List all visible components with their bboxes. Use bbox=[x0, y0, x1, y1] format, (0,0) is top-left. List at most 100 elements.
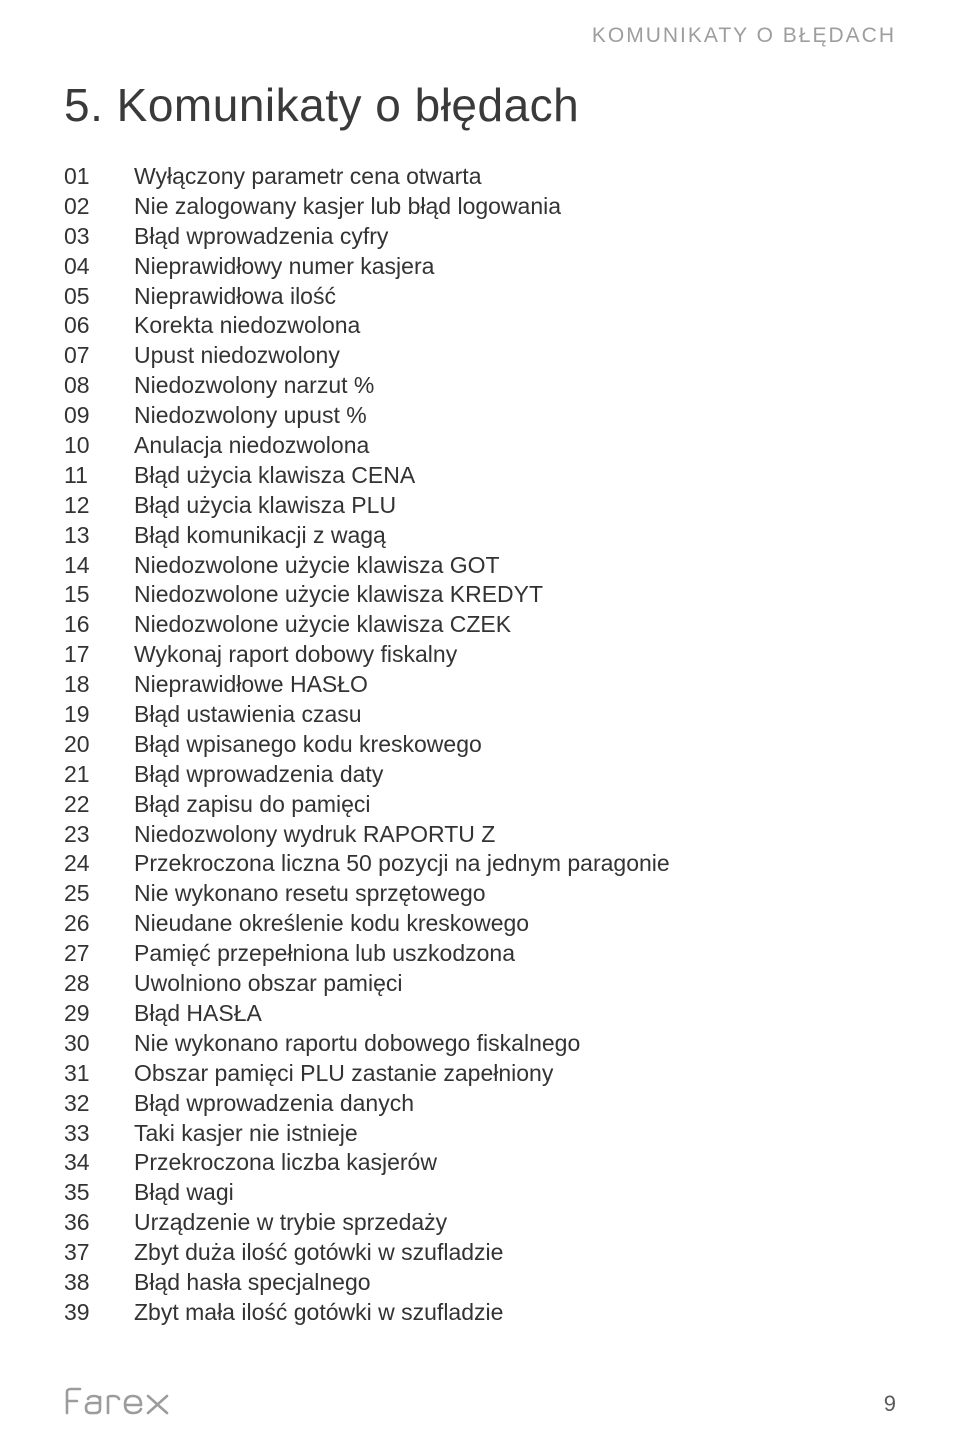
error-text: Anulacja niedozwolona bbox=[134, 431, 896, 461]
error-code: 15 bbox=[64, 580, 100, 610]
error-row: 05Nieprawidłowa ilość bbox=[64, 282, 896, 312]
error-code: 03 bbox=[64, 222, 100, 252]
error-code: 13 bbox=[64, 521, 100, 551]
page-number: 9 bbox=[884, 1391, 896, 1417]
error-text: Uwolniono obszar pamięci bbox=[134, 969, 896, 999]
error-row: 16 Niedozwolone użycie klawisza CZEK bbox=[64, 610, 896, 640]
error-row: 14 Niedozwolone użycie klawisza GOT bbox=[64, 551, 896, 581]
error-text: Nie wykonano raportu dobowego fiskalnego bbox=[134, 1029, 896, 1059]
error-text: Nieudane określenie kodu kreskowego bbox=[134, 909, 896, 939]
error-row: 29 Błąd HASŁA bbox=[64, 999, 896, 1029]
error-text: Nieprawidłowa ilość bbox=[134, 282, 896, 312]
error-row: 17 Wykonaj raport dobowy fiskalny bbox=[64, 640, 896, 670]
error-code: 30 bbox=[64, 1029, 100, 1059]
error-text: Niedozwolone użycie klawisza GOT bbox=[134, 551, 896, 581]
error-text: Niedozwolony wydruk RAPORTU Z bbox=[134, 820, 896, 850]
error-code: 11 bbox=[64, 461, 100, 491]
error-code: 04 bbox=[64, 252, 100, 282]
error-list: 01 Wyłączony parametr cena otwarta 02 Nie z… bbox=[64, 162, 896, 1328]
error-code: 31 bbox=[64, 1059, 100, 1089]
error-row: 04 Nieprawidłowy numer kasjera bbox=[64, 252, 896, 282]
error-text: Zbyt mała ilość gotówki w szufladzie bbox=[134, 1298, 896, 1328]
error-text: Przekroczona liczba kasjerów bbox=[134, 1148, 896, 1178]
error-text: Nieprawidłowy numer kasjera bbox=[134, 252, 896, 282]
error-text: Urządzenie w trybie sprzedaży bbox=[134, 1208, 896, 1238]
error-row: 02 Nie zalogowany kasjer lub błąd logowan… bbox=[64, 192, 896, 222]
error-code: 02 bbox=[64, 192, 100, 222]
error-text: Błąd HASŁA bbox=[134, 999, 896, 1029]
error-code: 29 bbox=[64, 999, 100, 1029]
error-row: 30 Nie wykonano raportu dobowego fiskalne… bbox=[64, 1029, 896, 1059]
error-code: 08 bbox=[64, 371, 100, 401]
error-code: 19 bbox=[64, 700, 100, 730]
error-code: 20 bbox=[64, 730, 100, 760]
error-row: 09Niedozwolony upust % bbox=[64, 401, 896, 431]
error-code: 09 bbox=[64, 401, 100, 431]
error-text: Błąd użycia klawisza PLU bbox=[134, 491, 896, 521]
error-text: Błąd komunikacji z wagą bbox=[134, 521, 896, 551]
error-text: Przekroczona liczna 50 pozycji na jednym… bbox=[134, 849, 896, 879]
error-code: 07 bbox=[64, 341, 100, 371]
error-row: 38Błąd hasła specjalnego bbox=[64, 1268, 896, 1298]
error-code: 28 bbox=[64, 969, 100, 999]
error-text: Pamięć przepełniona lub uszkodzona bbox=[134, 939, 896, 969]
error-text: Nie zalogowany kasjer lub błąd logowania bbox=[134, 192, 896, 222]
error-row: 06Korekta niedozwolona bbox=[64, 311, 896, 341]
error-text: Nieprawidłowe HASŁO bbox=[134, 670, 896, 700]
error-code: 34 bbox=[64, 1148, 100, 1178]
error-row: 03 Błąd wprowadzenia cyfry bbox=[64, 222, 896, 252]
page: KOMUNIKATY O BŁĘDACH 5. Komunikaty o błę… bbox=[0, 0, 960, 1451]
error-code: 14 bbox=[64, 551, 100, 581]
error-text: Wyłączony parametr cena otwarta bbox=[134, 162, 896, 192]
error-row: 18 Nieprawidłowe HASŁO bbox=[64, 670, 896, 700]
error-code: 21 bbox=[64, 760, 100, 790]
error-row: 24Przekroczona liczna 50 pozycji na jedn… bbox=[64, 849, 896, 879]
error-row: 07Upust niedozwolony bbox=[64, 341, 896, 371]
error-row: 20 Błąd wpisanego kodu kreskowego bbox=[64, 730, 896, 760]
error-text: Obszar pamięci PLU zastanie zapełniony bbox=[134, 1059, 896, 1089]
error-code: 16 bbox=[64, 610, 100, 640]
error-code: 10 bbox=[64, 431, 100, 461]
error-text: Błąd wprowadzenia cyfry bbox=[134, 222, 896, 252]
error-row: 19 Błąd ustawienia czasu bbox=[64, 700, 896, 730]
error-row: 25 Nie wykonano resetu sprzętowego bbox=[64, 879, 896, 909]
error-code: 17 bbox=[64, 640, 100, 670]
error-row: 34 Przekroczona liczba kasjerów bbox=[64, 1148, 896, 1178]
error-text: Korekta niedozwolona bbox=[134, 311, 896, 341]
error-row: 35Błąd wagi bbox=[64, 1178, 896, 1208]
error-row: 39Zbyt mała ilość gotówki w szufladzie bbox=[64, 1298, 896, 1328]
error-row: 21Błąd wprowadzenia daty bbox=[64, 760, 896, 790]
error-code: 22 bbox=[64, 790, 100, 820]
error-row: 37Zbyt duża ilość gotówki w szufladzie bbox=[64, 1238, 896, 1268]
brand-logo bbox=[64, 1384, 174, 1423]
error-code: 38 bbox=[64, 1268, 100, 1298]
error-text: Błąd zapisu do pamięci bbox=[134, 790, 896, 820]
error-code: 26 bbox=[64, 909, 100, 939]
error-row: 10 Anulacja niedozwolona bbox=[64, 431, 896, 461]
error-text: Błąd ustawienia czasu bbox=[134, 700, 896, 730]
error-row: 13 Błąd komunikacji z wagą bbox=[64, 521, 896, 551]
error-row: 23 Niedozwolony wydruk RAPORTU Z bbox=[64, 820, 896, 850]
error-code: 25 bbox=[64, 879, 100, 909]
error-text: Wykonaj raport dobowy fiskalny bbox=[134, 640, 896, 670]
error-code: 01 bbox=[64, 162, 100, 192]
error-text: Taki kasjer nie istnieje bbox=[134, 1119, 896, 1149]
error-code: 36 bbox=[64, 1208, 100, 1238]
error-text: Niedozwolone użycie klawisza CZEK bbox=[134, 610, 896, 640]
error-row: 27 Pamięć przepełniona lub uszkodzona bbox=[64, 939, 896, 969]
error-text: Błąd użycia klawisza CENA bbox=[134, 461, 896, 491]
section-title: 5. Komunikaty o błędach bbox=[64, 78, 896, 132]
error-row: 12Błąd użycia klawisza PLU bbox=[64, 491, 896, 521]
error-text: Niedozwolone użycie klawisza KREDYT bbox=[134, 580, 896, 610]
error-row: 32Błąd wprowadzenia danych bbox=[64, 1089, 896, 1119]
error-row: 26 Nieudane określenie kodu kreskowego bbox=[64, 909, 896, 939]
error-code: 18 bbox=[64, 670, 100, 700]
error-text: Niedozwolony narzut % bbox=[134, 371, 896, 401]
error-code: 27 bbox=[64, 939, 100, 969]
footer: 9 bbox=[64, 1384, 896, 1423]
error-row: 33Taki kasjer nie istnieje bbox=[64, 1119, 896, 1149]
error-row: 22 Błąd zapisu do pamięci bbox=[64, 790, 896, 820]
error-text: Błąd wpisanego kodu kreskowego bbox=[134, 730, 896, 760]
error-text: Nie wykonano resetu sprzętowego bbox=[134, 879, 896, 909]
error-code: 23 bbox=[64, 820, 100, 850]
